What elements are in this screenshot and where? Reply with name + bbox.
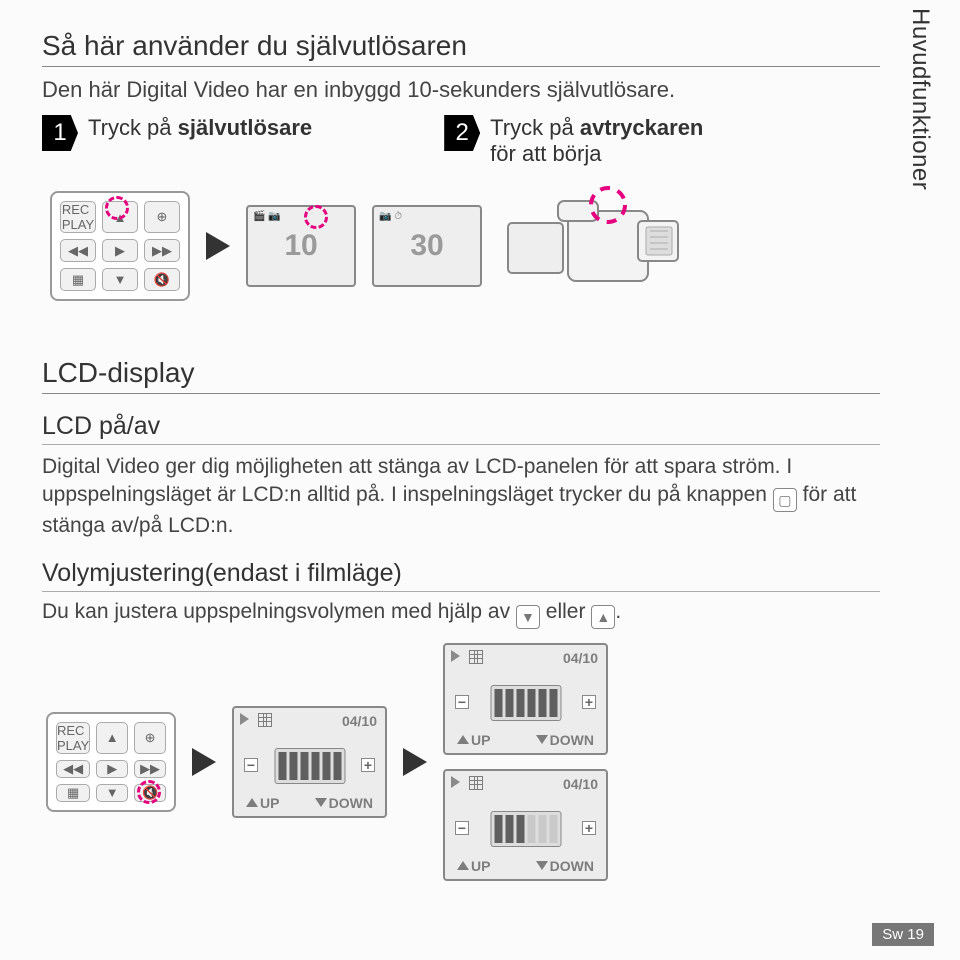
minus-icon: −: [244, 758, 258, 772]
side-tab-label: Huvudfunktioner: [906, 8, 934, 190]
pad-grid: RECPLAY ▲ ⊕ ◀◀ ▶ ▶▶ ▦ ▼ 🔇: [56, 722, 166, 802]
pad-btn: RECPLAY: [60, 201, 96, 233]
plus-icon: +: [582, 695, 596, 709]
pad-btn: ▶: [102, 239, 138, 262]
body1a: Digital Video ger dig möjligheten att st…: [42, 455, 792, 506]
lcd-status-icons: 📷 ⏱: [379, 211, 402, 222]
pad-btn: ⊕: [134, 722, 166, 754]
step-2: 2 Tryck på avtryckaren för att börja: [444, 115, 703, 167]
pad-grid: RECPLAY ▲ ⊕ ◀◀ ▶ ▶▶ ▦ ▼ 🔇: [60, 201, 180, 291]
camcorder-illustration: [498, 181, 698, 311]
counter-label: 04/10: [563, 650, 598, 666]
highlight-circle-icon: [304, 205, 328, 229]
play-icon: [451, 650, 460, 662]
page-footer: Sw 19: [872, 923, 934, 946]
arrow-right-icon: [192, 748, 216, 776]
lcd-toggle-icon: ▢: [773, 488, 797, 512]
volume-bars-high: [490, 685, 561, 721]
volume-up-icon: ▲: [591, 605, 615, 629]
volume-bars-full: [274, 748, 345, 784]
grid-icon: [469, 776, 483, 790]
pad-btn: 🔇: [134, 784, 166, 802]
step-1-prefix: Tryck på: [88, 115, 178, 140]
down-label: DOWN: [536, 858, 594, 874]
lcd-preview-b: 📷 ⏱ 30: [372, 205, 482, 287]
volume-bars-low: [490, 811, 561, 847]
pad-btn: ▼: [102, 268, 138, 291]
subheading-volume: Volymjustering(endast i filmläge): [42, 559, 880, 592]
lcd-status-icons: 🎬 📷: [253, 211, 281, 222]
figure-row-2: RECPLAY ▲ ⊕ ◀◀ ▶ ▶▶ ▦ ▼ 🔇 04/1: [46, 643, 880, 881]
down-label: DOWN: [536, 732, 594, 748]
counter-label: 04/10: [342, 713, 377, 729]
lcd-a-number: 10: [284, 229, 317, 263]
volume-down-icon: ▼: [516, 605, 540, 629]
figure-row-1: RECPLAY ▲ ⊕ ◀◀ ▶ ▶▶ ▦ ▼ 🔇 🎬 📷 10 📷 ⏱ 30: [50, 181, 880, 311]
step-1-text: Tryck på självutlösare: [88, 115, 312, 141]
pad-btn: 🔇: [144, 268, 180, 291]
vol-line-mid: eller: [546, 600, 586, 623]
play-icon: [451, 776, 460, 788]
vol-line-end: .: [615, 600, 621, 623]
step-1-bold: självutlösare: [178, 115, 313, 140]
section2-heading: LCD-display: [42, 357, 880, 394]
play-icon: [240, 713, 249, 725]
arrow-right-icon: [403, 748, 427, 776]
pad-btn: ▼: [96, 784, 128, 802]
grid-icon: [469, 650, 483, 664]
section2: LCD-display LCD på/av Digital Video ger …: [42, 357, 880, 881]
step-2-text: Tryck på avtryckaren för att börja: [490, 115, 703, 167]
control-pad-illustration-2: RECPLAY ▲ ⊕ ◀◀ ▶ ▶▶ ▦ ▼ 🔇: [46, 712, 176, 812]
step-2-number: 2: [444, 115, 480, 151]
vol-line-a: Du kan justera uppspelningsvolymen med h…: [42, 600, 510, 623]
plus-icon: +: [361, 758, 375, 772]
up-label: UP: [457, 858, 490, 874]
pad-btn: ▦: [56, 784, 90, 802]
section1-intro: Den här Digital Video har en inbyggd 10-…: [42, 77, 880, 103]
lcd-preview-a: 🎬 📷 10: [246, 205, 356, 287]
arrow-right-icon: [206, 232, 230, 260]
step-1-number: 1: [42, 115, 78, 151]
pad-btn: ▶▶: [134, 760, 166, 778]
step-row: 1 Tryck på självutlösare 2 Tryck på avtr…: [42, 115, 880, 167]
pad-btn: ▲: [102, 201, 138, 233]
up-label: UP: [246, 795, 279, 811]
step-1: 1 Tryck på självutlösare: [42, 115, 312, 151]
volume-screen-full: 04/10 − + UP DOWN: [232, 706, 387, 818]
pad-btn: ▦: [60, 268, 96, 291]
counter-label: 04/10: [563, 776, 598, 792]
volume-screens-stack: 04/10 − + UP DOWN 04/10 −: [443, 643, 608, 881]
pad-btn: ⊕: [144, 201, 180, 233]
step-2-prefix: Tryck på: [490, 115, 580, 140]
lcd-b-number: 30: [410, 229, 443, 263]
pad-btn: ▲: [96, 722, 128, 754]
manual-page: Huvudfunktioner Så här använder du själv…: [0, 0, 960, 960]
minus-icon: −: [455, 695, 469, 709]
section1-heading: Så här använder du självutlösaren: [42, 30, 880, 67]
minus-icon: −: [455, 821, 469, 835]
subheading-lcd-onoff: LCD på/av: [42, 412, 880, 445]
plus-icon: +: [582, 821, 596, 835]
volume-line: Du kan justera uppspelningsvolymen med h…: [42, 600, 880, 629]
volume-screen-high: 04/10 − + UP DOWN: [443, 643, 608, 755]
pad-btn: ◀◀: [60, 239, 96, 262]
control-pad-illustration: RECPLAY ▲ ⊕ ◀◀ ▶ ▶▶ ▦ ▼ 🔇: [50, 191, 190, 301]
volume-screen-low: 04/10 − + UP DOWN: [443, 769, 608, 881]
pad-btn: RECPLAY: [56, 722, 90, 754]
pad-btn: ◀◀: [56, 760, 90, 778]
step-2-bold: avtryckaren: [580, 115, 704, 140]
pad-btn: ▶▶: [144, 239, 180, 262]
pad-btn: ▶: [96, 760, 128, 778]
highlight-circle-icon: [105, 196, 129, 220]
body-lcd-onoff: Digital Video ger dig möjligheten att st…: [42, 453, 880, 541]
step-2-rest: för att börja: [490, 141, 601, 166]
grid-icon: [258, 713, 272, 727]
down-label: DOWN: [315, 795, 373, 811]
highlight-circle-icon: [137, 780, 161, 804]
up-label: UP: [457, 732, 490, 748]
